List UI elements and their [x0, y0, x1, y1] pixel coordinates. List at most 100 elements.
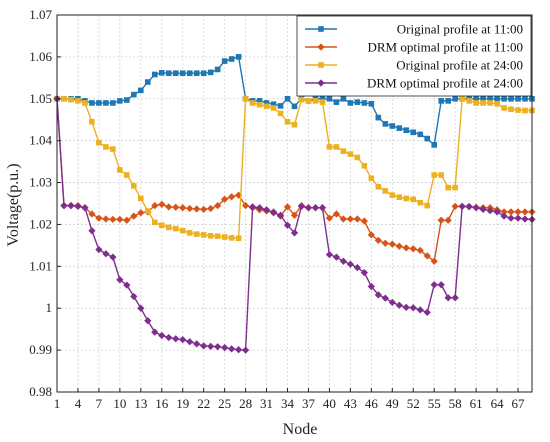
- data-point: [235, 54, 242, 60]
- data-point: [255, 204, 264, 212]
- data-point: [172, 225, 179, 232]
- data-point: [179, 70, 186, 77]
- data-point: [186, 338, 194, 346]
- data-point: [381, 294, 389, 302]
- data-point: [374, 291, 382, 299]
- data-point: [416, 246, 424, 255]
- x-tick-label: 58: [449, 396, 462, 411]
- data-point: [389, 123, 396, 129]
- data-point: [172, 203, 180, 211]
- data-point: [158, 222, 165, 229]
- series-layer: [53, 54, 536, 354]
- y-tick-label: 1: [46, 300, 53, 315]
- data-point: [333, 144, 340, 150]
- y-tick-label: 1.01: [29, 258, 52, 273]
- data-point: [241, 346, 250, 354]
- data-point: [241, 201, 250, 210]
- data-point: [340, 95, 347, 102]
- data-point: [158, 200, 166, 208]
- data-point: [172, 335, 180, 343]
- data-point: [409, 245, 417, 253]
- data-point: [466, 98, 472, 104]
- data-point: [396, 194, 403, 201]
- data-point: [221, 195, 229, 203]
- data-point: [109, 253, 117, 261]
- data-point: [304, 204, 313, 212]
- data-point: [214, 201, 222, 210]
- y-axis-title: Voltage(p.u.): [5, 163, 22, 246]
- y-tick-label: 1.05: [29, 91, 52, 106]
- x-tick-label: 43: [344, 396, 357, 411]
- data-point: [207, 204, 215, 213]
- data-point: [410, 196, 417, 203]
- legend-label: DRM optimal profile at 11:00: [368, 40, 524, 55]
- data-point: [311, 204, 320, 212]
- data-point: [67, 201, 75, 210]
- data-point: [96, 139, 102, 146]
- series-group-3: [54, 95, 535, 242]
- data-point: [228, 235, 235, 241]
- data-point: [103, 100, 109, 106]
- data-point: [228, 193, 236, 201]
- x-tick-label: 28: [239, 396, 252, 411]
- data-point: [326, 95, 333, 102]
- data-point: [96, 100, 102, 106]
- legend: Original profile at 11:00 DRM optimal pro…: [296, 15, 532, 97]
- data-point: [423, 308, 431, 317]
- data-point: [228, 345, 236, 353]
- data-point: [494, 95, 500, 102]
- x-tick-label: 7: [96, 396, 103, 411]
- series-group-4: [53, 95, 536, 354]
- plot-frame: [56, 14, 533, 393]
- data-point: [508, 106, 514, 113]
- data-point: [284, 119, 291, 125]
- data-point: [228, 56, 235, 62]
- data-point: [410, 129, 417, 136]
- data-point: [291, 121, 298, 128]
- data-point: [130, 292, 138, 301]
- data-point: [221, 234, 228, 240]
- data-point: [459, 95, 465, 102]
- data-point: [138, 195, 144, 202]
- y-tick-label: 1.06: [29, 49, 52, 64]
- legend-swatch-marker: [318, 26, 324, 32]
- data-point: [186, 70, 193, 77]
- data-point: [381, 239, 389, 247]
- data-point: [102, 250, 110, 258]
- y-tick-label: 1.04: [29, 133, 52, 148]
- data-point: [347, 151, 354, 157]
- data-point: [193, 340, 201, 348]
- data-point: [522, 95, 528, 102]
- x-tick-label: 31: [260, 396, 273, 411]
- data-point: [465, 202, 473, 211]
- data-point: [277, 110, 284, 117]
- data-point: [424, 135, 431, 142]
- data-point: [283, 203, 292, 211]
- data-point: [521, 215, 529, 223]
- data-point: [88, 227, 96, 235]
- x-tick-label: 37: [302, 396, 316, 411]
- data-point: [493, 208, 501, 216]
- data-point: [479, 205, 487, 213]
- data-point: [200, 70, 207, 77]
- data-point: [445, 184, 451, 191]
- data-point: [158, 70, 165, 76]
- data-point: [480, 100, 486, 106]
- x-tick-label: 46: [365, 396, 379, 411]
- data-point: [117, 167, 123, 173]
- data-point: [353, 263, 361, 272]
- data-point: [368, 175, 375, 182]
- data-point: [221, 58, 228, 64]
- data-point: [368, 101, 375, 107]
- data-point: [290, 211, 299, 219]
- data-point: [445, 98, 451, 104]
- data-point: [361, 163, 368, 169]
- data-point: [151, 201, 159, 210]
- x-tick-label: 4: [75, 396, 82, 411]
- data-point: [186, 204, 194, 213]
- data-point: [262, 206, 271, 214]
- data-point: [103, 144, 109, 150]
- data-point: [200, 205, 208, 213]
- data-point: [346, 215, 355, 223]
- data-point: [110, 146, 116, 152]
